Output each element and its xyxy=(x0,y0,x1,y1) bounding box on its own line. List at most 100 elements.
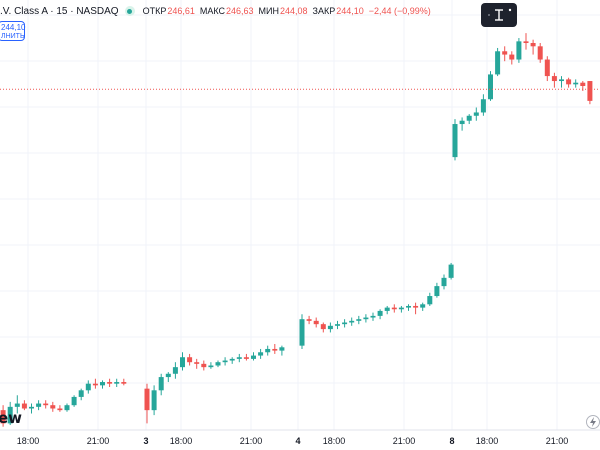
candle xyxy=(306,315,312,325)
candle xyxy=(544,56,550,82)
candle xyxy=(172,362,178,379)
candle-body-up xyxy=(384,307,390,311)
candle xyxy=(14,395,20,414)
candle xyxy=(327,322,333,333)
candle-body-up xyxy=(356,319,362,321)
candle-body-up xyxy=(488,74,493,100)
candle-body-up xyxy=(377,310,383,316)
candle xyxy=(335,320,340,330)
candle xyxy=(100,380,105,389)
candle xyxy=(495,47,501,77)
chart-grid xyxy=(0,0,600,430)
candle xyxy=(165,372,171,383)
candle xyxy=(516,38,522,63)
candle xyxy=(151,385,157,416)
candle xyxy=(85,380,91,394)
candle xyxy=(158,373,164,396)
candle xyxy=(114,378,120,387)
candle-body-up xyxy=(349,320,355,323)
lightning-button[interactable] xyxy=(586,415,600,429)
time-axis-day-label: 8 xyxy=(449,436,454,446)
time-axis-tick-label: 18:00 xyxy=(476,436,499,446)
candle xyxy=(551,72,557,88)
candle-body-up xyxy=(71,396,77,406)
candle-body-up xyxy=(236,357,242,359)
candle xyxy=(459,117,465,131)
candle-body-up xyxy=(406,305,411,308)
candle-body-down xyxy=(144,388,150,411)
time-axis-tick-label: 18:00 xyxy=(170,436,193,446)
candle-body-up xyxy=(229,358,235,361)
candle-body-down xyxy=(187,357,193,363)
candle-body-down xyxy=(50,405,56,409)
low-value: 244,08 xyxy=(280,6,308,16)
candle xyxy=(349,317,355,326)
candle-body-up xyxy=(172,367,178,374)
candle-body-up xyxy=(64,405,70,411)
candle xyxy=(313,317,319,328)
candle xyxy=(7,401,13,426)
candle xyxy=(64,403,70,412)
candle xyxy=(427,292,433,306)
candle xyxy=(272,344,278,354)
candle xyxy=(121,378,127,386)
open-value: 246,61 xyxy=(167,6,195,16)
symbol-legend: .V. Class A · 15 · NASDAQ ОТКР 246,61 МА… xyxy=(0,3,436,19)
candle xyxy=(201,360,207,371)
candle-series xyxy=(0,33,593,427)
candle-body-up xyxy=(327,325,333,330)
candle-body-up xyxy=(452,124,458,158)
price-order-box[interactable]: 244,10 ЛНИТЬ xyxy=(0,21,25,41)
time-axis-day-label: 4 xyxy=(295,436,300,446)
close-value: 244,10 xyxy=(336,6,364,16)
candle-body-up xyxy=(466,115,472,121)
candle xyxy=(251,352,256,361)
candle-body-up xyxy=(335,324,340,326)
candle-body-up xyxy=(265,348,271,353)
candle xyxy=(566,77,572,88)
candle xyxy=(21,400,27,411)
candle-body-up xyxy=(258,352,264,356)
candle-body-up xyxy=(29,406,34,409)
candle-body-down xyxy=(313,320,319,325)
candle-body-up xyxy=(363,317,369,320)
candle xyxy=(29,403,34,414)
candle xyxy=(370,312,376,321)
candle-body-down xyxy=(587,81,593,101)
candle xyxy=(452,119,458,161)
candle-body-down xyxy=(320,324,326,330)
text-tool-button[interactable] xyxy=(481,3,517,27)
candle-body-down xyxy=(57,408,63,411)
low-label: МИН xyxy=(258,6,280,16)
candle-body-up xyxy=(427,296,433,305)
live-status-icon xyxy=(124,6,135,16)
candle xyxy=(509,51,515,65)
candle xyxy=(265,345,271,356)
candle-body-down xyxy=(243,357,249,359)
candle-body-down xyxy=(566,79,572,85)
candle-body-up xyxy=(165,373,171,378)
candle-body-up xyxy=(151,390,157,411)
candle xyxy=(384,305,390,315)
candle xyxy=(398,305,404,313)
candle-body-up xyxy=(100,382,105,386)
candle-body-up xyxy=(420,304,426,308)
candle xyxy=(180,352,185,371)
symbol-title[interactable]: .V. Class A · 15 · NASDAQ xyxy=(0,5,119,17)
candle-body-up xyxy=(516,41,522,60)
candle xyxy=(243,353,249,361)
candle-body-up xyxy=(342,322,348,325)
candle-body-up xyxy=(559,79,564,82)
candle-body-down xyxy=(306,319,312,321)
candle-body-up xyxy=(473,112,479,116)
text-cursor-icon xyxy=(488,8,512,21)
time-axis-tick-label: 18:00 xyxy=(17,436,40,446)
candle xyxy=(473,107,479,121)
time-axis[interactable]: 18:00 21:00 3 18:00 21:00 4 18:00 21:00 8 18:00 21… xyxy=(0,429,600,446)
candle xyxy=(406,304,411,311)
candle-body-down xyxy=(509,54,515,60)
candle xyxy=(448,262,454,280)
candle xyxy=(502,46,508,62)
candle-body-down xyxy=(391,307,397,310)
